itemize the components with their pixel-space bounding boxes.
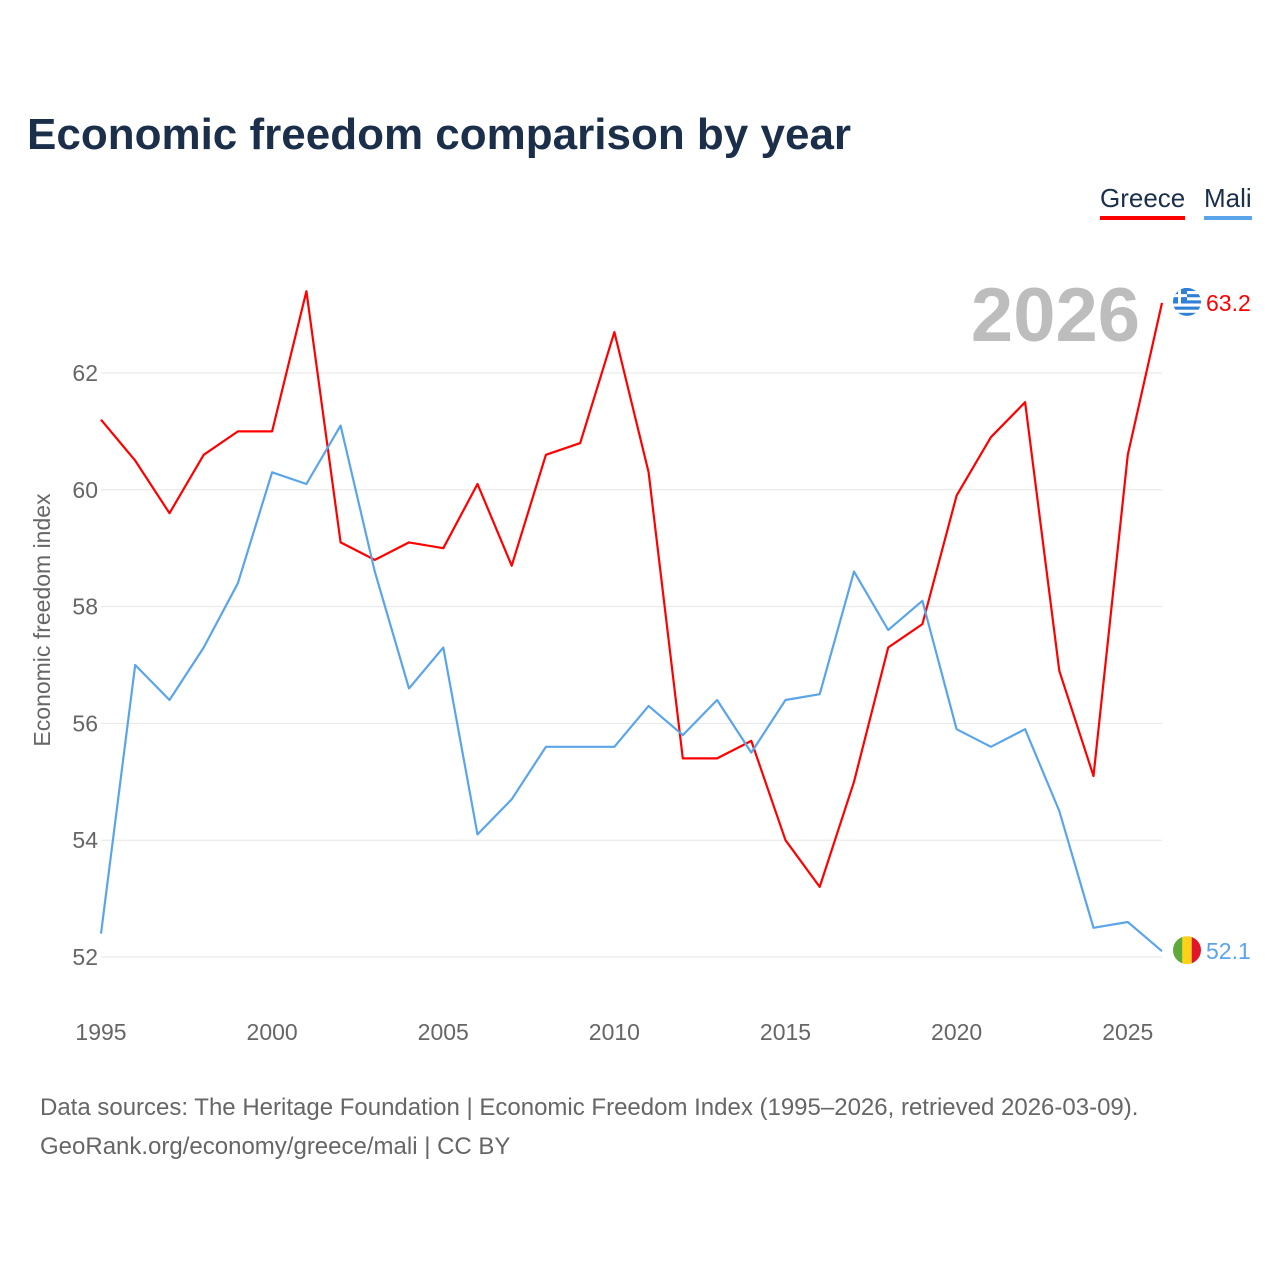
- x-tick-label: 2015: [760, 1019, 811, 1045]
- year-label: 2026: [971, 273, 1140, 358]
- x-tick-label: 1995: [75, 1019, 126, 1045]
- footer-link[interactable]: GeoRank.org/economy/greece/mali | CC BY: [40, 1133, 511, 1160]
- y-tick-label: 60: [72, 477, 98, 503]
- y-tick-label: 62: [72, 360, 98, 386]
- flag-stripe: [1191, 936, 1201, 965]
- x-tick-label: 2020: [931, 1019, 982, 1045]
- footer: Data sources: The Heritage Foundation | …: [40, 1088, 1138, 1166]
- legend-greece[interactable]: Greece: [1100, 183, 1186, 220]
- series-line-mali: [99, 424, 1163, 953]
- flag-stripe: [1173, 936, 1183, 965]
- series-line-greece: [100, 290, 1164, 889]
- y-tick-label: 58: [72, 594, 98, 620]
- flag-stripe: [1173, 312, 1201, 316]
- y-tick-label: 52: [72, 944, 98, 970]
- flag-cross: [1178, 287, 1181, 304]
- end-value-label: 63.2: [1206, 290, 1251, 316]
- flag-stripe: [1173, 303, 1201, 307]
- y-axis-label: Economic freedom index: [29, 493, 55, 747]
- y-tick-label: 56: [72, 710, 98, 736]
- legend-mali[interactable]: Mali: [1204, 183, 1252, 220]
- chart-title: Economic freedom comparison by year: [27, 110, 852, 159]
- flag-body: [1173, 936, 1201, 965]
- y-tick-label: 54: [72, 827, 98, 853]
- mali-flag-icon: [1173, 936, 1201, 965]
- flag-stripe: [1173, 309, 1201, 314]
- x-tick-label: 2000: [247, 1019, 298, 1045]
- flag-stripe: [1173, 306, 1201, 310]
- footer-source: Data sources: The Heritage Foundation | …: [40, 1094, 1139, 1121]
- flag-body: [1173, 287, 1201, 316]
- flag-stripe: [1182, 936, 1192, 965]
- x-tick-label: 2025: [1102, 1019, 1153, 1045]
- greece-flag-icon: [1173, 287, 1201, 316]
- x-tick-label: 2005: [418, 1019, 469, 1045]
- x-tick-label: 2010: [589, 1019, 640, 1045]
- end-value-label: 52.1: [1206, 938, 1251, 964]
